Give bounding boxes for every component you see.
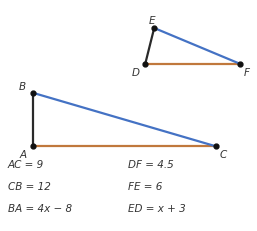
Text: F: F xyxy=(244,67,250,78)
Text: C: C xyxy=(219,150,226,160)
Text: DF = 4.5: DF = 4.5 xyxy=(128,159,174,169)
Text: ED = x + 3: ED = x + 3 xyxy=(128,203,186,213)
Text: CB = 12: CB = 12 xyxy=(8,181,51,191)
Text: A: A xyxy=(20,150,27,160)
Text: BA = 4x − 8: BA = 4x − 8 xyxy=(8,203,72,213)
Text: AC = 9: AC = 9 xyxy=(8,159,44,169)
Text: B: B xyxy=(19,82,26,92)
Text: FE = 6: FE = 6 xyxy=(128,181,163,191)
Text: D: D xyxy=(132,67,140,78)
Text: E: E xyxy=(149,16,155,26)
